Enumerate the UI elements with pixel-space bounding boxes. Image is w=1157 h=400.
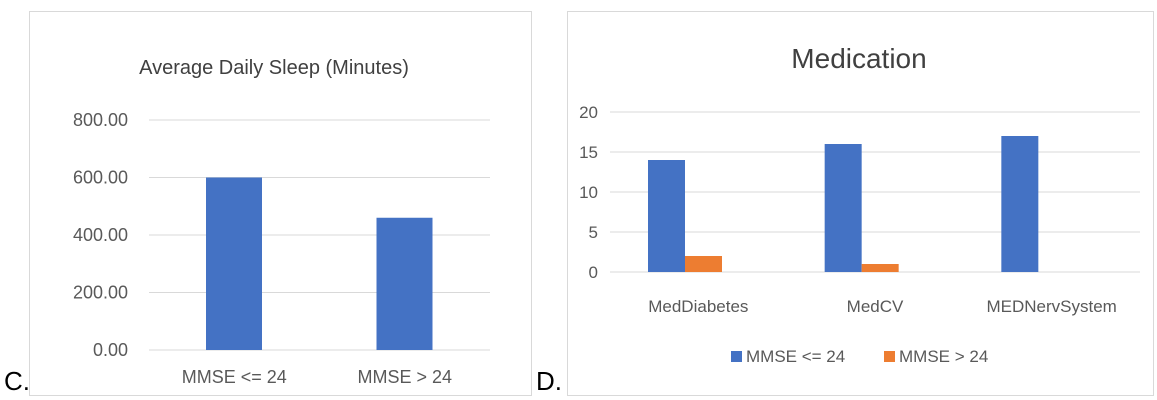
panel-letter-c: C. bbox=[4, 366, 30, 396]
y-tick-label: 5 bbox=[589, 223, 598, 242]
y-tick-label: 200.00 bbox=[73, 283, 128, 303]
y-tick-label: 0 bbox=[589, 263, 598, 282]
y-tick-label: 20 bbox=[579, 103, 598, 122]
x-category-label: MedDiabetes bbox=[648, 297, 748, 316]
bar-mmse-24-series-1 bbox=[206, 177, 262, 350]
sleep-bar-chart: Average Daily Sleep (Minutes) 0.00 200.00 4… bbox=[73, 57, 490, 387]
bar-medcv-series-1 bbox=[824, 144, 862, 272]
bar-mednervsystem-series-1 bbox=[1001, 136, 1039, 272]
y-tick-label: 600.00 bbox=[73, 168, 128, 188]
panel-letter-d: D. bbox=[536, 366, 562, 396]
chart-title: Medication bbox=[791, 43, 926, 74]
sleep-chart-frame: Average Daily Sleep (Minutes) 0.00 200.00 4… bbox=[29, 11, 532, 396]
medication-bar-chart: Medication 0 5 10 15 20 MedDiabetes MedCV MEDNer… bbox=[579, 43, 1140, 366]
y-tick-label: 10 bbox=[579, 183, 598, 202]
bar-mmse-24-series-1 bbox=[376, 217, 433, 350]
x-category-label: MMSE > 24 bbox=[357, 367, 452, 387]
legend-swatch bbox=[884, 351, 895, 362]
medication-chart-frame: Medication 0 5 10 15 20 MedDiabetes MedCV MEDNer… bbox=[567, 11, 1154, 396]
y-tick-label: 800.00 bbox=[73, 110, 128, 130]
y-tick-label: 15 bbox=[579, 143, 598, 162]
bar-meddiabetes-series-2 bbox=[685, 256, 722, 272]
chart-title: Average Daily Sleep (Minutes) bbox=[139, 57, 409, 79]
x-category-label: MedCV bbox=[847, 297, 904, 316]
bar-meddiabetes-series-1 bbox=[648, 160, 685, 272]
legend-label: MMSE > 24 bbox=[899, 347, 988, 366]
legend-swatch bbox=[731, 351, 742, 362]
y-tick-label: 400.00 bbox=[73, 225, 128, 245]
legend-label: MMSE <= 24 bbox=[746, 347, 845, 366]
x-category-label: MEDNervSystem bbox=[986, 297, 1116, 316]
bar-medcv-series-2 bbox=[861, 264, 899, 272]
x-category-label: MMSE <= 24 bbox=[182, 367, 287, 387]
y-tick-label: 0.00 bbox=[93, 340, 128, 360]
